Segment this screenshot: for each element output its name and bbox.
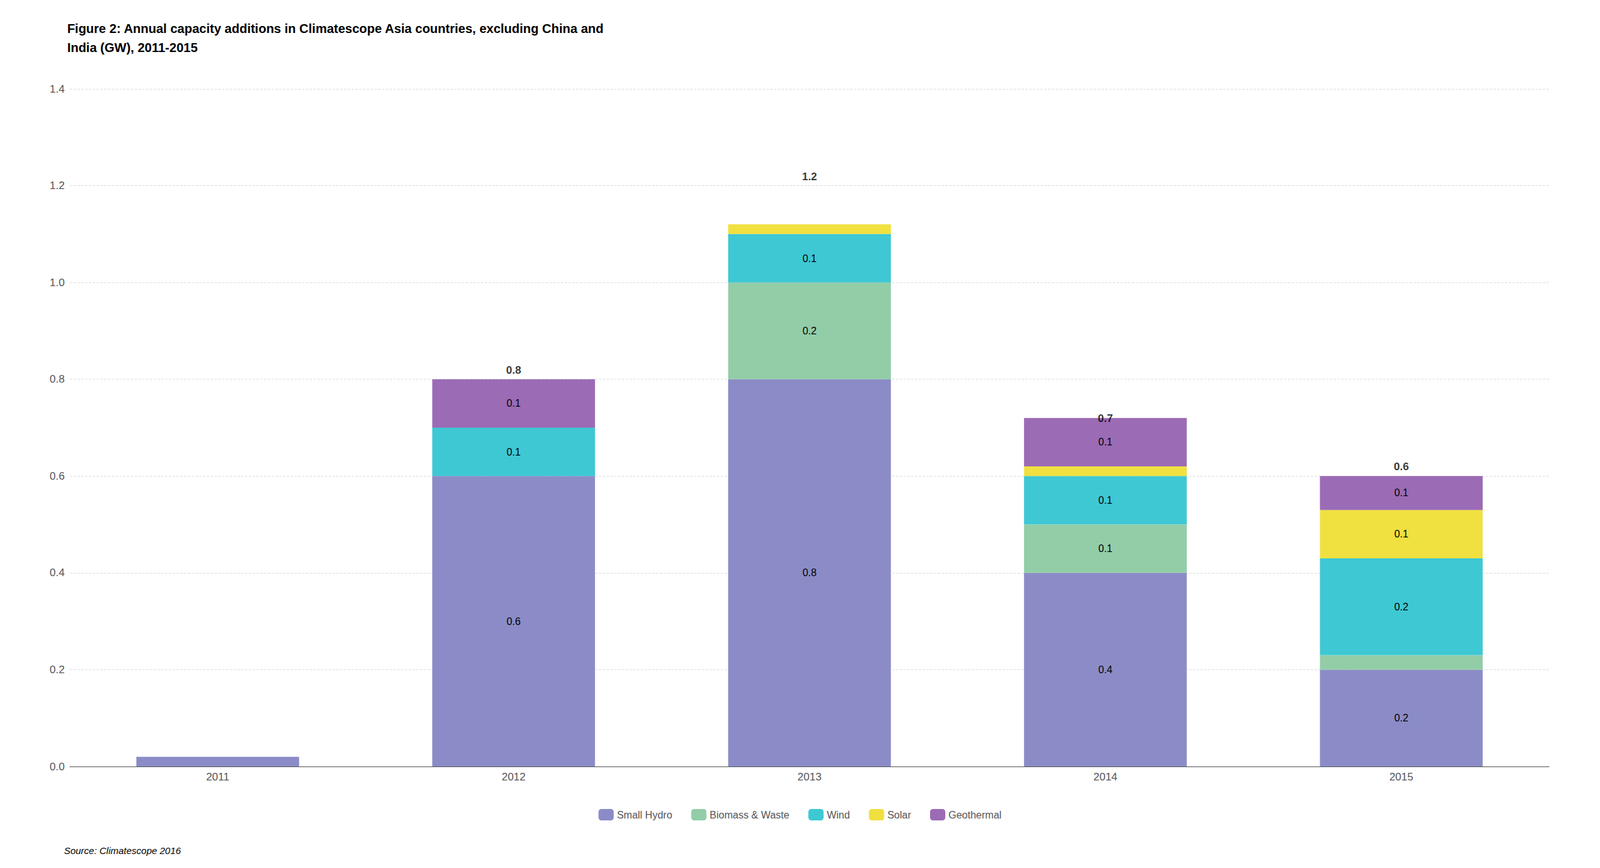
svg-text:0.0: 0.0	[49, 760, 65, 773]
svg-text:0.1: 0.1	[1098, 436, 1113, 448]
svg-text:0.6: 0.6	[506, 616, 521, 627]
svg-text:0.2: 0.2	[802, 325, 817, 337]
svg-text:Biomass & Waste: Biomass & Waste	[709, 809, 790, 821]
svg-text:0.8: 0.8	[506, 364, 522, 377]
svg-text:2014: 2014	[1093, 770, 1118, 783]
svg-text:0.1: 0.1	[506, 397, 521, 409]
svg-text:1.2: 1.2	[49, 179, 65, 192]
svg-text:India (GW), 2011-2015: India (GW), 2011-2015	[67, 40, 198, 55]
svg-text:1.2: 1.2	[801, 170, 818, 183]
svg-text:Wind: Wind	[826, 809, 850, 821]
svg-text:Small Hydro: Small Hydro	[616, 809, 672, 821]
svg-text:0.4: 0.4	[49, 566, 65, 579]
svg-text:0.7: 0.7	[1098, 412, 1114, 425]
svg-text:0.1: 0.1	[1098, 543, 1113, 554]
svg-text:0.8: 0.8	[49, 373, 65, 386]
svg-text:Solar: Solar	[887, 809, 912, 821]
svg-text:0.1: 0.1	[506, 446, 521, 458]
svg-text:0.8: 0.8	[802, 567, 817, 578]
svg-text:0.1: 0.1	[1098, 494, 1113, 506]
svg-text:2011: 2011	[206, 770, 230, 783]
svg-text:0.1: 0.1	[1394, 487, 1409, 499]
svg-text:1.4: 1.4	[49, 83, 65, 96]
svg-text:2013: 2013	[797, 770, 822, 783]
svg-text:0.2: 0.2	[1394, 601, 1409, 613]
svg-text:1.0: 1.0	[49, 276, 65, 289]
svg-text:Figure 2: Annual capacity addi: Figure 2: Annual capacity additions in C…	[67, 21, 604, 36]
svg-text:2015: 2015	[1389, 770, 1414, 783]
svg-text:0.6: 0.6	[49, 470, 65, 483]
svg-text:0.2: 0.2	[49, 663, 65, 676]
svg-text:Geothermal: Geothermal	[948, 809, 1002, 821]
svg-text:2012: 2012	[501, 770, 526, 783]
svg-text:0.6: 0.6	[1393, 460, 1410, 473]
svg-text:Source: Climatescope 2016: Source: Climatescope 2016	[64, 845, 182, 856]
svg-text:0.4: 0.4	[1098, 664, 1113, 676]
svg-text:0.2: 0.2	[1394, 712, 1409, 724]
svg-text:0.1: 0.1	[1394, 528, 1409, 540]
svg-text:0.1: 0.1	[802, 253, 817, 264]
